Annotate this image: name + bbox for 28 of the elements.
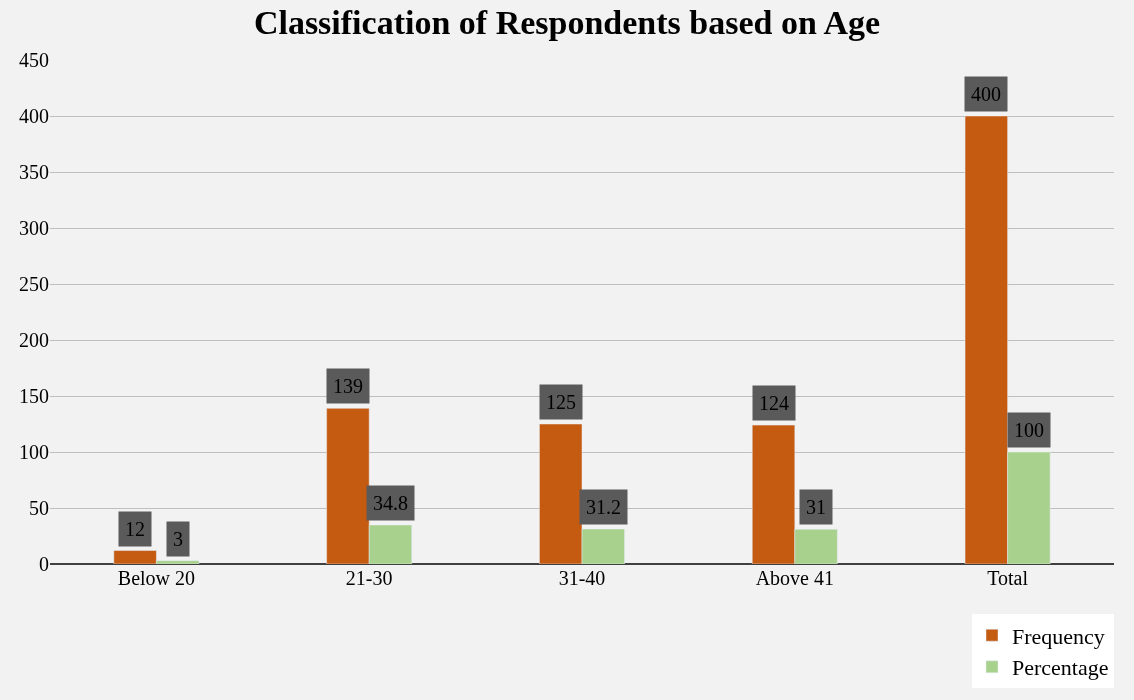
data-label: 125 bbox=[546, 391, 576, 413]
x-tick-label: Total bbox=[987, 567, 1029, 589]
y-tick-label: 450 bbox=[19, 49, 49, 71]
y-tick-label: 350 bbox=[19, 161, 49, 183]
data-label: 31 bbox=[806, 496, 826, 518]
data-label: 3 bbox=[173, 528, 183, 550]
data-label: 124 bbox=[759, 392, 789, 414]
x-tick-label: 31-40 bbox=[558, 567, 606, 589]
y-tick-label: 100 bbox=[19, 441, 49, 463]
legend-label: Percentage bbox=[1012, 655, 1109, 681]
y-tick-label: 0 bbox=[39, 553, 49, 575]
y-tick-label: 50 bbox=[29, 497, 49, 519]
data-label: 12 bbox=[125, 518, 145, 540]
data-label: 400 bbox=[971, 83, 1001, 105]
data-label: 34.8 bbox=[373, 492, 408, 514]
chart-title: Classification of Respondents based on Age bbox=[253, 4, 881, 42]
legend-label: Frequency bbox=[1012, 623, 1105, 649]
x-tick-label: Below 20 bbox=[117, 567, 196, 589]
data-label: 139 bbox=[333, 375, 363, 397]
x-tick-label: 21-30 bbox=[345, 567, 393, 589]
x-tick-label: Above 41 bbox=[755, 567, 834, 589]
data-label: 100 bbox=[1014, 419, 1044, 441]
y-tick-label: 300 bbox=[19, 217, 49, 239]
y-tick-label: 150 bbox=[19, 385, 49, 407]
y-tick-label: 250 bbox=[19, 273, 49, 295]
data-label: 31.2 bbox=[586, 496, 621, 518]
y-tick-label: 200 bbox=[19, 329, 49, 351]
y-tick-label: 400 bbox=[19, 105, 49, 127]
